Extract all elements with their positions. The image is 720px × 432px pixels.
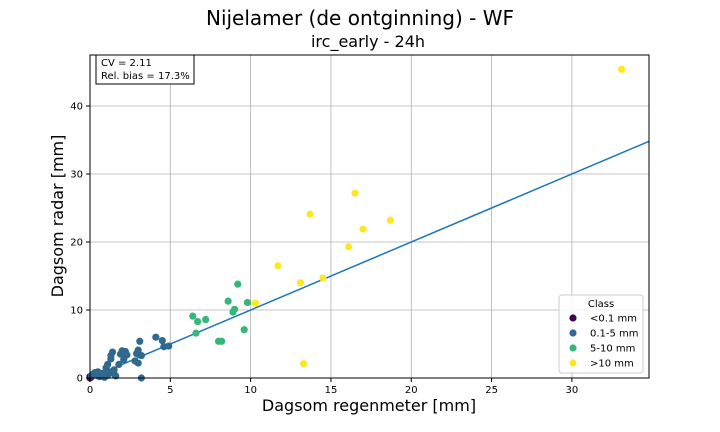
- cv-text: CV = 2.11: [101, 58, 152, 69]
- chart-subtitle: irc_early - 24h: [311, 32, 425, 52]
- grid: [89, 55, 649, 379]
- y-tick-label: 20: [70, 238, 83, 249]
- x-tick-label: 10: [244, 385, 257, 396]
- data-point: [274, 262, 282, 270]
- x-tick-label: 25: [485, 385, 498, 396]
- data-points: [86, 65, 626, 382]
- data-point: [194, 317, 202, 326]
- legend-title: Class: [588, 299, 614, 310]
- legend: Class <0.1 mm 0.1-5 mm 5-10 mm >10 mm: [558, 294, 644, 374]
- data-point: [345, 243, 353, 251]
- legend-label: 0.1-5 mm: [590, 329, 639, 340]
- fit-line-layer: [89, 140, 650, 379]
- x-tick-label: 15: [325, 385, 338, 396]
- data-point: [136, 337, 144, 345]
- data-point: [192, 329, 200, 337]
- data-point: [123, 351, 131, 359]
- data-point: [115, 360, 123, 368]
- legend-marker: [569, 314, 577, 322]
- x-tick-label: 20: [405, 385, 418, 396]
- y-tick-label: 40: [70, 102, 83, 113]
- legend-box: [558, 294, 644, 374]
- fit-line: [89, 140, 650, 379]
- data-point: [300, 360, 308, 368]
- chart-title: Nijelamer (de ontginning) - WF: [206, 6, 514, 30]
- y-tick-label: 0: [77, 374, 83, 385]
- legend-label: <0.1 mm: [590, 314, 637, 325]
- x-tick-label: 5: [167, 385, 173, 396]
- data-point: [386, 216, 394, 224]
- data-point: [202, 315, 210, 324]
- data-point: [158, 337, 166, 345]
- data-point: [104, 360, 112, 368]
- data-point: [189, 312, 197, 320]
- data-point: [152, 333, 160, 341]
- data-point: [234, 280, 242, 288]
- data-point: [165, 342, 173, 350]
- stats-annotation: CV = 2.11 Rel. bias = 17.3%: [95, 54, 195, 85]
- y-axis-label: Dagsom radar [mm]: [48, 135, 67, 298]
- x-tick-label: 0: [87, 385, 93, 396]
- data-point: [108, 348, 117, 356]
- data-point: [224, 297, 232, 305]
- data-point: [359, 225, 367, 233]
- data-point: [351, 189, 359, 197]
- data-point: [134, 346, 142, 354]
- x-axis-label: Dagsom regenmeter [mm]: [262, 396, 476, 415]
- data-point: [218, 337, 226, 345]
- data-point: [319, 274, 327, 282]
- data-point: [296, 279, 305, 287]
- plot-frame: [89, 54, 650, 379]
- legend-marker: [569, 344, 577, 352]
- y-axis-ticks: 0 10 20 30 40: [70, 102, 90, 385]
- data-point: [240, 326, 248, 334]
- data-point: [618, 65, 626, 73]
- legend-marker: [569, 359, 577, 367]
- y-tick-label: 10: [70, 306, 83, 317]
- data-point: [243, 298, 252, 307]
- x-tick-label: 30: [566, 385, 579, 396]
- data-point: [251, 299, 260, 307]
- rel-bias-text: Rel. bias = 17.3%: [101, 71, 190, 82]
- data-point: [137, 351, 146, 360]
- stats-box: [95, 54, 195, 85]
- y-tick-label: 30: [70, 170, 83, 181]
- legend-marker: [569, 329, 577, 337]
- legend-entries: <0.1 mm 0.1-5 mm 5-10 mm >10 mm: [569, 314, 639, 370]
- x-axis-ticks: 0 5 10 15 20 25 30: [87, 378, 578, 396]
- data-point: [134, 359, 142, 367]
- data-point: [230, 305, 239, 313]
- data-point: [306, 210, 314, 218]
- legend-label: >10 mm: [590, 359, 634, 370]
- legend-label: 5-10 mm: [590, 344, 635, 355]
